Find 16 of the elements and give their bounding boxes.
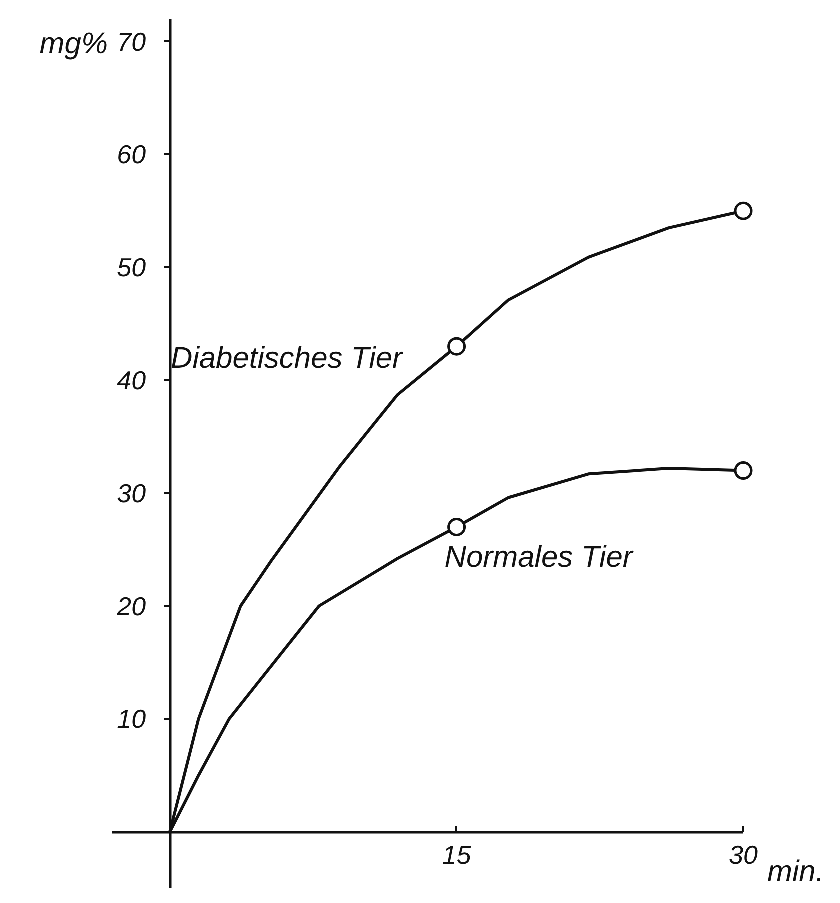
y-tick-label: 20 (116, 591, 147, 622)
y-tick-label: 30 (117, 478, 147, 508)
y-tick-label: 70 (117, 26, 147, 57)
y-tick-label: 50 (117, 252, 147, 283)
point (734, 202, 753, 220)
series-label: Diabetisches Tier (171, 342, 404, 376)
x-axis-title: min. (768, 856, 824, 889)
y-tick-label: 60 (117, 140, 147, 170)
point (734, 462, 753, 480)
y-tick-label: 10 (117, 704, 147, 734)
series-label: Normales Tier (444, 541, 634, 574)
y-axis-title: mg% (40, 27, 108, 60)
x-tick-label: 15 (442, 840, 472, 870)
point (448, 337, 466, 356)
y-tick-label: 40 (117, 365, 147, 396)
point (448, 518, 466, 536)
